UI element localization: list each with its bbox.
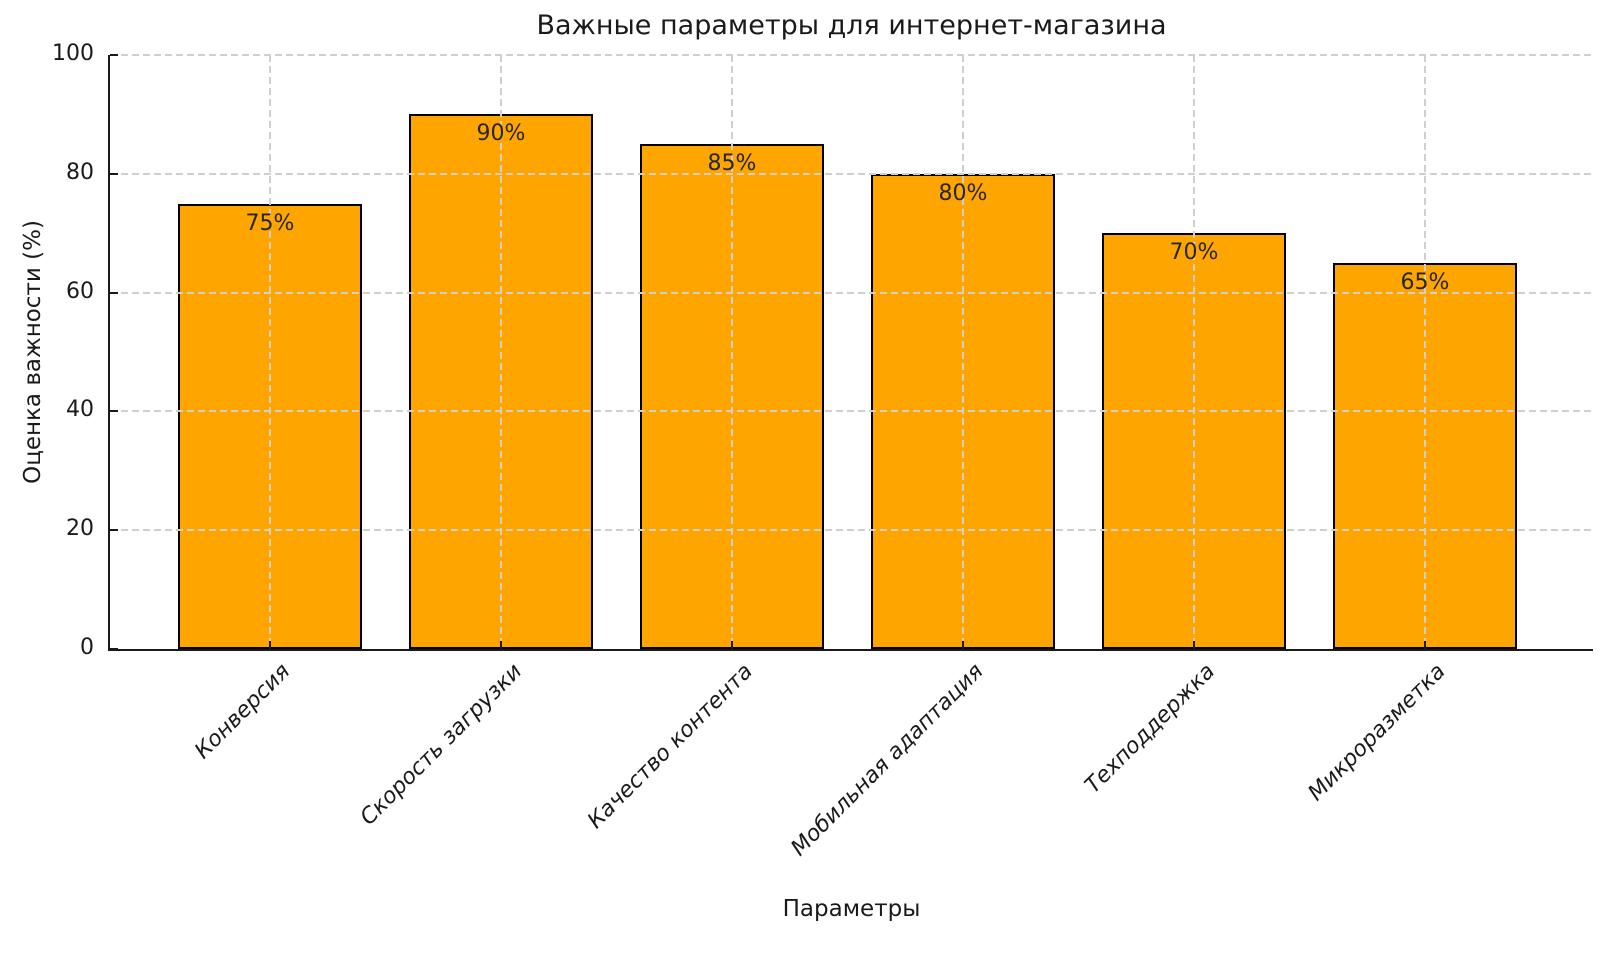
x-gridline xyxy=(962,55,964,649)
x-tick-label-4: Мобильная адаптация xyxy=(786,659,989,862)
bar-value-label: 65% xyxy=(1400,269,1450,295)
x-tick-mark xyxy=(1424,641,1426,649)
x-tick-label-5: Техподдержка xyxy=(1080,659,1220,799)
y-tick-mark xyxy=(110,529,118,532)
y-tick-mark xyxy=(110,648,118,650)
y-tick-label: 40 xyxy=(66,397,94,423)
x-axis-spine xyxy=(108,649,1593,651)
bar-value-label: 85% xyxy=(707,151,757,177)
bar-value-label: 70% xyxy=(1169,240,1219,266)
y-tick-label: 0 xyxy=(80,635,94,660)
y-tick-label: 100 xyxy=(52,41,94,66)
y-gridline xyxy=(110,291,1593,294)
y-tick-mark xyxy=(110,410,118,413)
bar-value-label: 75% xyxy=(245,210,295,236)
bar-value-label: 80% xyxy=(938,180,988,206)
y-tick-label: 20 xyxy=(66,516,94,542)
y-tick-mark xyxy=(110,54,118,56)
y-gridline xyxy=(110,529,1593,532)
y-tick-label: 80 xyxy=(66,159,94,185)
x-tick-mark xyxy=(962,641,964,649)
y-axis-spine xyxy=(108,55,110,651)
x-axis-label: Параметры xyxy=(782,896,921,922)
y-axis-label: Оценка важности (%) xyxy=(20,220,46,484)
chart-title: Важные параметры для интернет-магазина xyxy=(536,10,1167,41)
x-tick-label-3: Качество контента xyxy=(582,659,758,834)
x-tick-mark xyxy=(269,641,271,649)
x-tick-label-6: Микроразметка xyxy=(1303,659,1451,806)
x-gridline xyxy=(500,55,502,649)
x-gridline xyxy=(269,55,271,649)
y-gridline xyxy=(110,172,1593,175)
y-gridline xyxy=(110,54,1593,56)
y-tick-mark xyxy=(110,291,118,294)
y-tick-mark xyxy=(110,172,118,175)
x-tick-label-2: Скорость загрузки xyxy=(355,659,527,831)
x-tick-mark xyxy=(500,641,502,649)
y-gridline xyxy=(110,410,1593,413)
x-gridline xyxy=(1193,55,1195,649)
x-tick-mark xyxy=(731,641,733,649)
plot-area: 0 20 40 60 80 100 75% Конверсия 90% Скорость загр… xyxy=(52,41,1593,861)
x-gridline xyxy=(1424,55,1426,649)
y-tick-label: 60 xyxy=(66,278,94,304)
x-tick-mark xyxy=(1193,641,1195,649)
bar-value-label: 90% xyxy=(476,121,526,147)
x-gridline xyxy=(731,55,733,649)
x-tick-label-1: Конверсия xyxy=(190,659,296,765)
